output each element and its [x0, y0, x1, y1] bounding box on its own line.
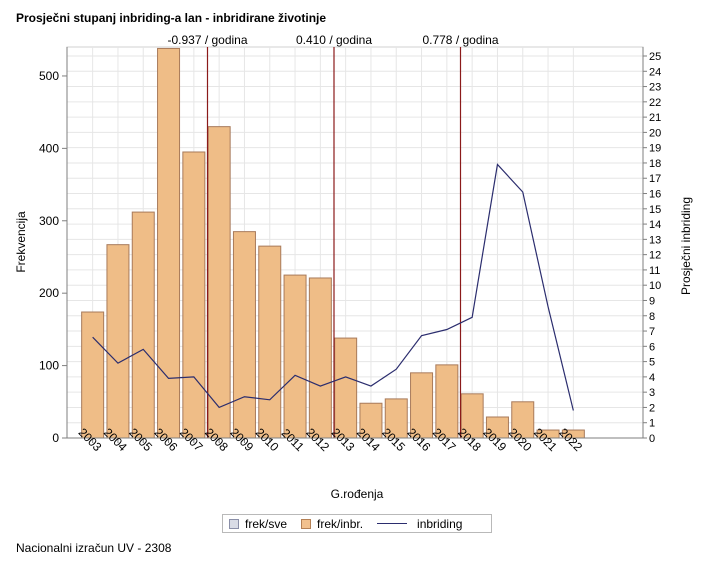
y-tick-label-right: 24 — [649, 66, 661, 78]
y-tick-label-right: 12 — [649, 250, 661, 262]
y-tick-label-right: 8 — [649, 311, 655, 323]
y-tick-label-right: 17 — [649, 173, 661, 185]
legend-item-frek-inbr: frek/inbr. — [301, 517, 363, 531]
y-tick-label-right: 18 — [649, 158, 661, 170]
legend-label-inbriding: inbriding — [417, 516, 463, 531]
reference-lines-layer: -0.937 / godina 0.410 / godina 0.778 / god… — [167, 33, 499, 438]
bar-frek-inbr — [106, 244, 130, 439]
y-tick-label-right: 15 — [649, 204, 661, 216]
bar-frek-inbr — [283, 274, 307, 439]
y-tick-label-right: 13 — [649, 234, 661, 246]
legend-label-frek-inbr: frek/inbr. — [317, 516, 364, 531]
y-tick-label-right: 21 — [649, 112, 661, 124]
chart-title: Prosječni stupanj inbriding-a lan - inbr… — [16, 11, 327, 25]
y-tick-label-right: 14 — [649, 219, 661, 231]
y-tick-label-right: 4 — [649, 372, 655, 384]
y-tick-label-left: 300 — [39, 214, 59, 228]
y-tick-label-right: 16 — [649, 189, 661, 201]
x-axis-label: G.rođenja — [331, 487, 384, 501]
inbreeding-line-layer — [92, 163, 574, 411]
bar-frek-inbr — [308, 277, 332, 439]
bars-layer — [81, 47, 585, 439]
legend-swatch-frek-inbr — [301, 518, 312, 529]
y-tick-label-right: 1 — [649, 418, 655, 430]
y-tick-label-left: 200 — [39, 286, 59, 300]
y-tick-label-right: 5 — [649, 357, 655, 369]
reference-line-label: 0.410 / godina — [296, 33, 372, 47]
y-tick-label-left: 500 — [39, 69, 59, 83]
y-tick-label-right: 22 — [649, 97, 661, 109]
y-tick-label-right: 19 — [649, 143, 661, 155]
legend-line-inbriding — [377, 523, 408, 524]
y-tick-label-right: 0 — [649, 433, 655, 445]
y-tick-label-right: 2 — [649, 402, 655, 414]
y-tick-label-right: 7 — [649, 326, 655, 338]
footer-note: Nacionalni izračun UV - 2308 — [16, 541, 172, 555]
legend-swatch-frek-sve — [229, 518, 239, 529]
bar-frek-inbr — [157, 47, 181, 439]
y-tick-label-right: 6 — [649, 341, 655, 353]
axes-layer — [62, 47, 647, 443]
y-tick-label-right: 11 — [649, 265, 660, 277]
y-tick-label-right: 10 — [649, 280, 661, 292]
reference-line-label: -0.937 / godina — [167, 33, 247, 47]
bar-frek-inbr — [207, 126, 231, 439]
inbreeding-line — [92, 163, 574, 411]
y-tick-label-right: 3 — [649, 387, 655, 399]
y-tick-label-right: 20 — [649, 127, 661, 139]
y-tick-label-right: 9 — [649, 295, 655, 307]
y-tick-label-left: 400 — [39, 141, 59, 155]
bar-frek-inbr — [182, 151, 206, 439]
legend-item-inbriding: inbriding — [377, 517, 462, 531]
y-tick-label-right: 23 — [649, 82, 661, 94]
bar-frek-inbr — [334, 337, 358, 439]
bar-frek-inbr — [81, 311, 105, 439]
reference-line-label: 0.778 / godina — [422, 33, 498, 47]
legend-label-frek-sve: frek/sve — [245, 516, 288, 531]
y-tick-label-left: 0 — [52, 431, 59, 445]
bar-frek-inbr — [131, 211, 155, 439]
legend: frek/sve frek/inbr. inbriding — [222, 514, 492, 533]
legend-item-frek-sve: frek/sve — [229, 517, 287, 531]
y-axis-label-left: Frekvencija — [14, 211, 28, 273]
y-axis-label-right: Prosječni inbriding — [679, 197, 693, 295]
y-tick-label-left: 100 — [39, 359, 59, 373]
bar-frek-inbr — [232, 231, 256, 439]
y-tick-label-right: 25 — [649, 51, 661, 63]
bar-frek-inbr — [258, 245, 282, 439]
